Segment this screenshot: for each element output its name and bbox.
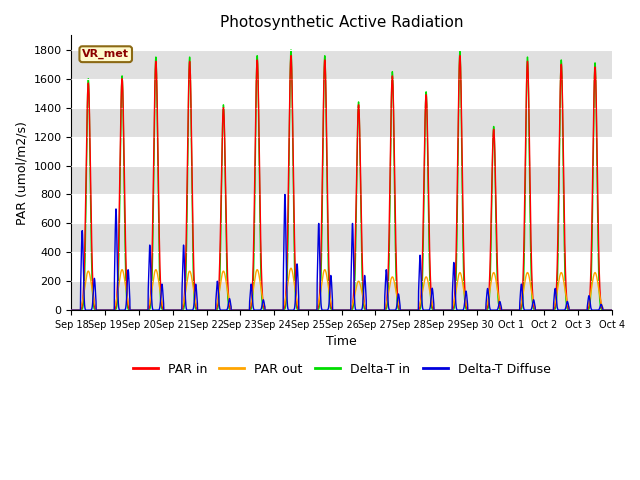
X-axis label: Time: Time [326, 336, 357, 348]
Y-axis label: PAR (umol/m2/s): PAR (umol/m2/s) [15, 121, 28, 225]
Bar [72, 194, 612, 223]
Legend: PAR in, PAR out, Delta-T in, Delta-T Diffuse: PAR in, PAR out, Delta-T in, Delta-T Dif… [127, 358, 556, 381]
Bar [72, 137, 612, 166]
Bar [72, 50, 612, 79]
Bar [72, 281, 612, 310]
Bar [72, 166, 612, 194]
Text: VR_met: VR_met [82, 49, 129, 60]
Bar [72, 79, 612, 108]
Bar [72, 252, 612, 281]
Bar [72, 108, 612, 137]
Bar [72, 223, 612, 252]
Title: Photosynthetic Active Radiation: Photosynthetic Active Radiation [220, 15, 463, 30]
